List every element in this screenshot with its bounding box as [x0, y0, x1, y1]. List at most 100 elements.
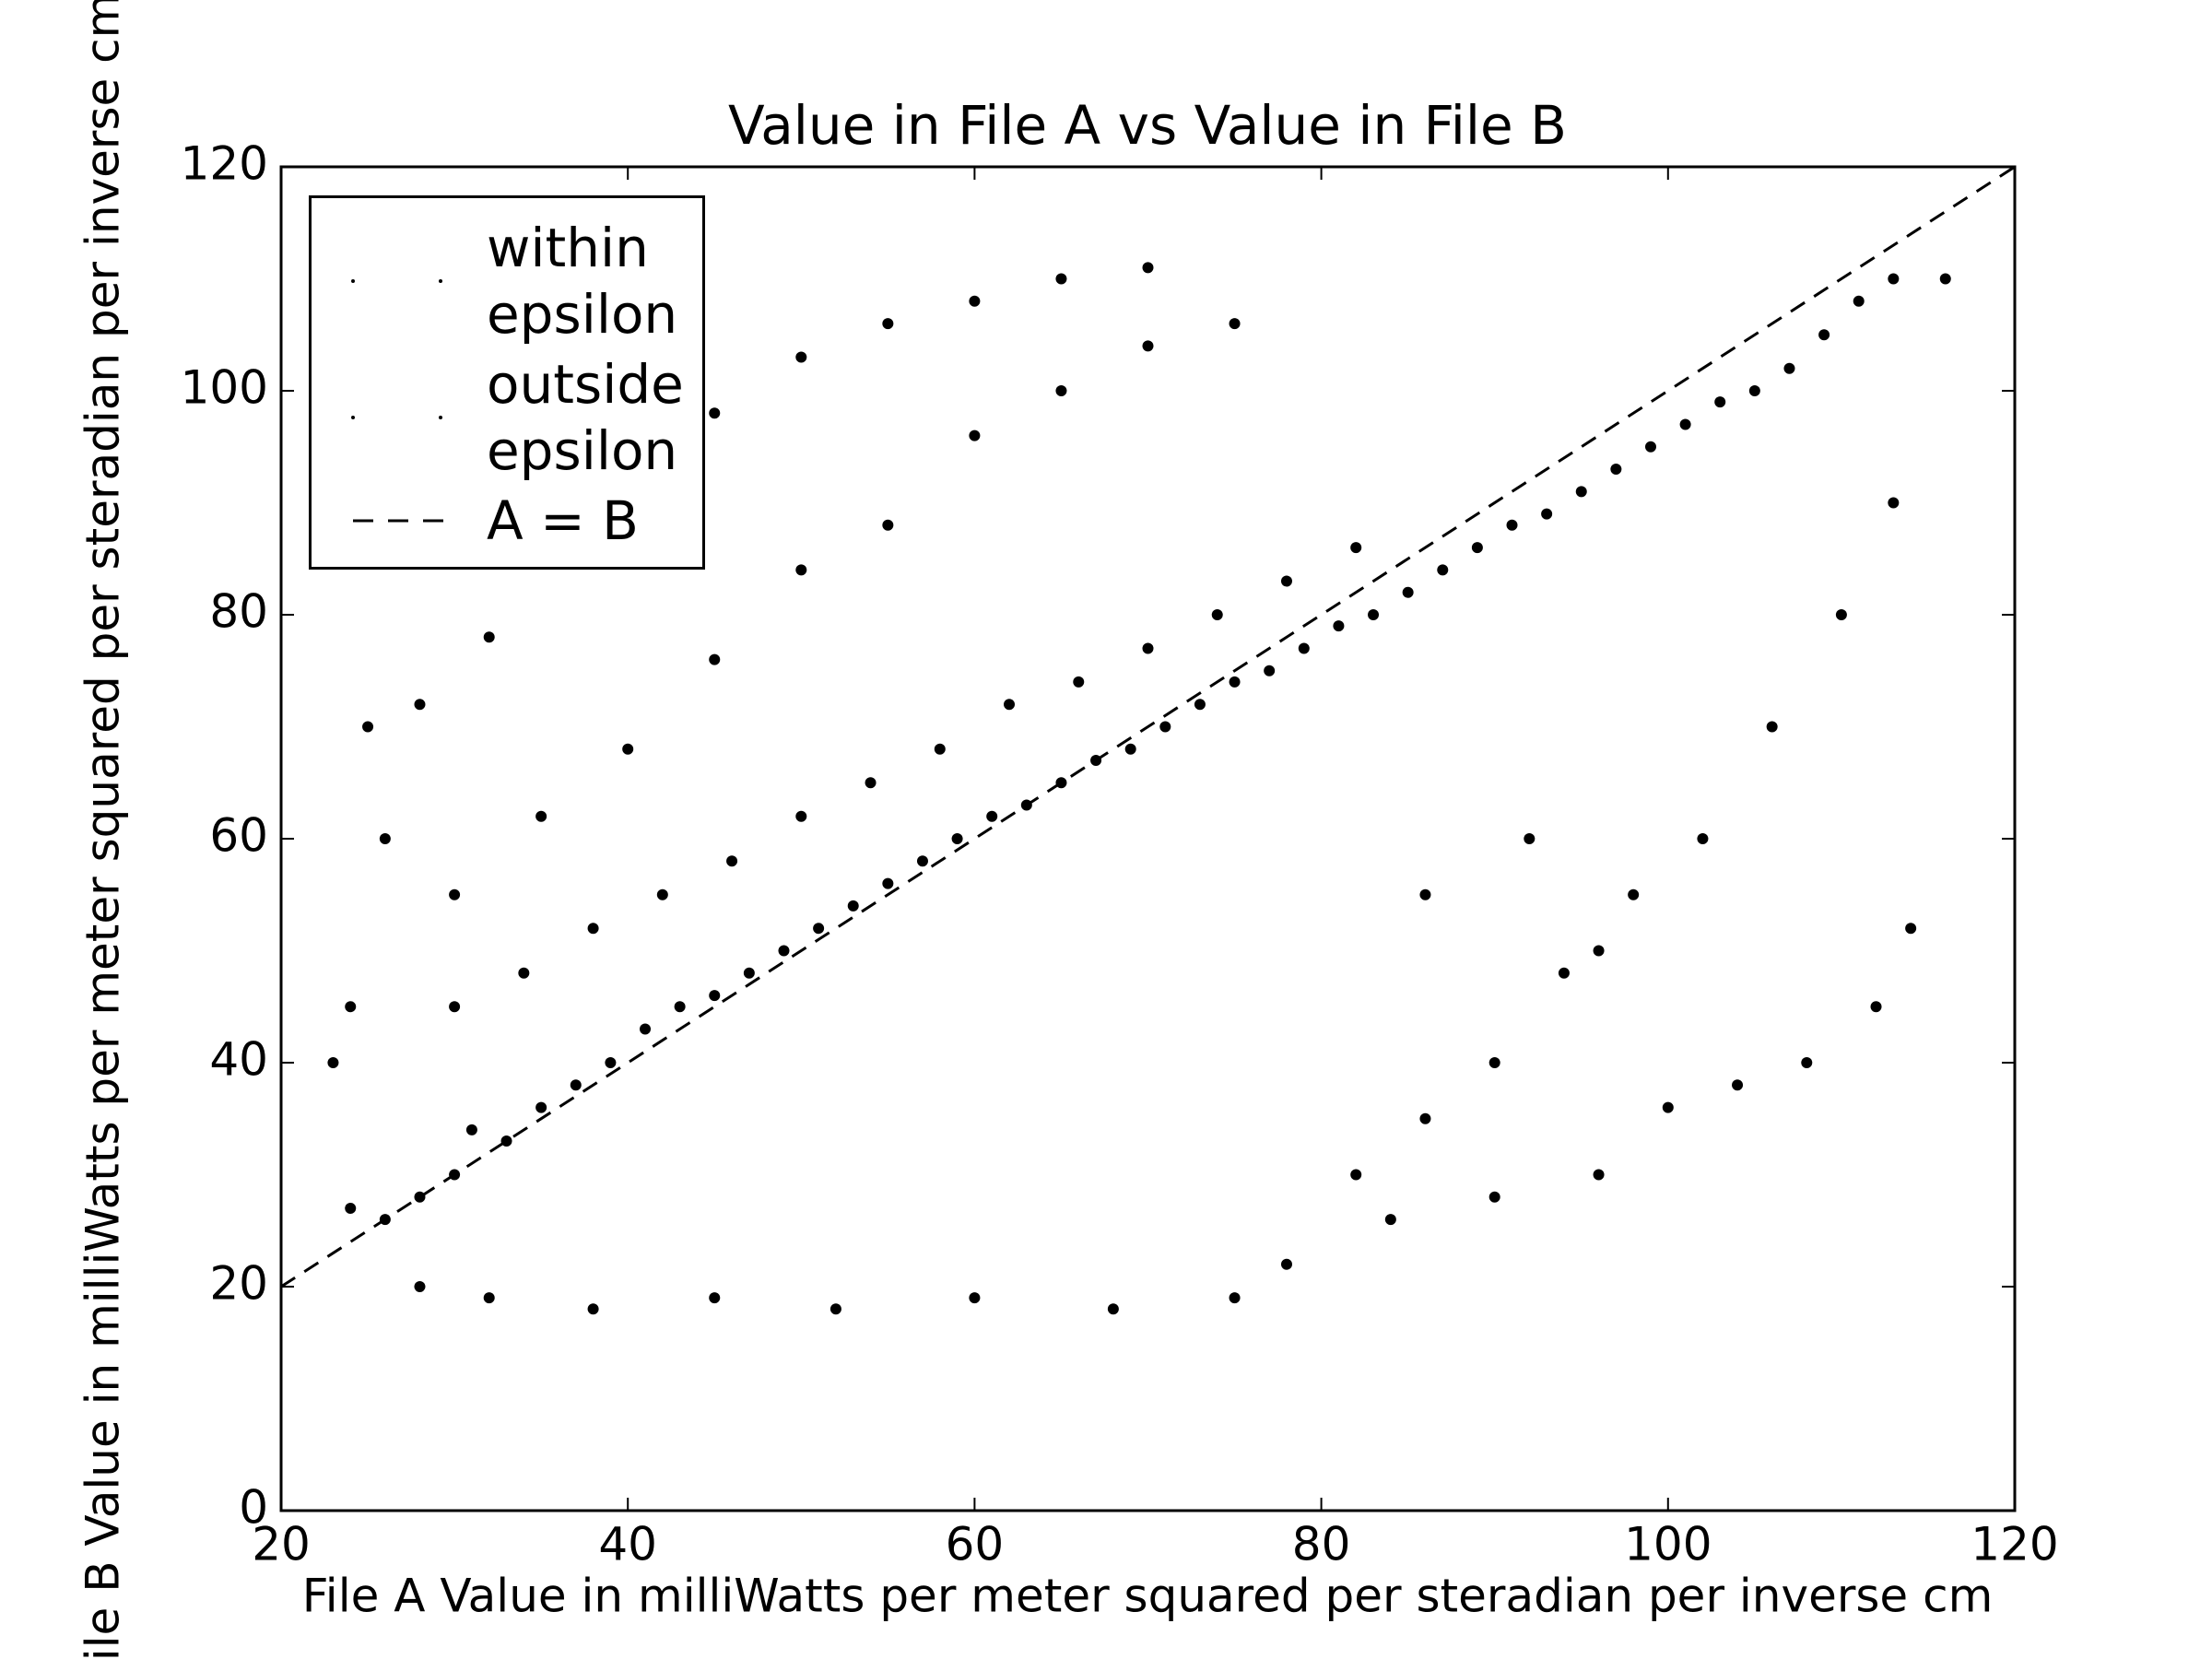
data-point — [483, 1292, 495, 1304]
data-point — [1142, 262, 1154, 274]
data-point — [1610, 464, 1622, 476]
data-point — [379, 833, 391, 844]
data-point — [986, 810, 998, 822]
legend-dot — [351, 279, 355, 283]
x-tick-label: 20 — [252, 1518, 311, 1571]
data-point — [1142, 340, 1154, 352]
data-point — [1229, 676, 1241, 688]
data-point — [1714, 396, 1726, 408]
data-point — [1870, 1001, 1882, 1013]
data-point — [1888, 497, 1900, 509]
legend-marker — [312, 502, 487, 539]
data-point — [1142, 642, 1154, 654]
legend-label: A = B — [487, 489, 639, 552]
data-point — [813, 923, 825, 935]
data-point — [795, 810, 807, 822]
data-point — [1488, 1191, 1500, 1203]
data-point — [1888, 273, 1900, 285]
data-point — [1437, 564, 1449, 576]
data-point — [535, 810, 547, 822]
data-point — [587, 1303, 599, 1315]
data-point — [1055, 385, 1067, 396]
data-point — [1159, 721, 1171, 733]
data-point — [414, 1281, 426, 1292]
data-point — [1524, 833, 1535, 844]
legend-entry: within epsilon — [312, 215, 702, 347]
data-point — [1732, 1079, 1744, 1091]
data-point — [1264, 665, 1276, 677]
legend-label: outside epsilon — [487, 353, 684, 482]
data-point — [1853, 295, 1865, 307]
reference-line — [280, 165, 2016, 1288]
data-point — [830, 1303, 841, 1315]
y-tick-label: 60 — [209, 809, 268, 863]
data-point — [1280, 1258, 1292, 1270]
data-point — [709, 990, 721, 1002]
data-point — [327, 1057, 339, 1068]
data-point — [1541, 508, 1553, 520]
data-point — [795, 564, 807, 576]
data-point — [1229, 1292, 1241, 1304]
data-point — [795, 351, 807, 363]
data-point — [518, 967, 530, 979]
data-point — [969, 295, 981, 307]
data-point — [1350, 542, 1362, 554]
legend-entry: outside epsilon — [312, 351, 702, 484]
data-point — [709, 407, 721, 419]
y-tick-label: 0 — [239, 1481, 268, 1535]
legend-entry: A = B — [312, 488, 702, 554]
data-point — [726, 855, 738, 867]
x-tick-label: 60 — [946, 1518, 1005, 1571]
x-tick-label: 40 — [598, 1518, 657, 1571]
data-point — [1488, 1057, 1500, 1068]
data-point — [345, 1202, 357, 1214]
data-point — [640, 1023, 652, 1035]
legend-symbol — [353, 519, 445, 523]
data-point — [656, 888, 668, 900]
data-point — [1055, 273, 1067, 285]
data-point — [1229, 318, 1241, 330]
legend-symbol — [351, 279, 442, 283]
y-tick-label: 20 — [209, 1257, 268, 1311]
legend-label: within epsilon — [487, 217, 678, 346]
data-point — [1593, 945, 1605, 957]
data-point — [1628, 888, 1640, 900]
data-point — [865, 777, 877, 789]
data-point — [1593, 1169, 1605, 1181]
data-point — [1107, 1303, 1119, 1315]
data-point — [882, 877, 894, 889]
legend-dot — [439, 416, 442, 419]
data-point — [934, 743, 946, 755]
data-point — [362, 721, 374, 733]
data-point — [1575, 486, 1587, 498]
data-point — [449, 1001, 461, 1013]
data-point — [709, 1292, 721, 1304]
data-point — [465, 1124, 477, 1135]
data-point — [1004, 699, 1016, 711]
data-point — [449, 888, 461, 900]
data-point — [483, 631, 495, 643]
data-point — [1662, 1101, 1674, 1113]
x-tick-label: 80 — [1292, 1518, 1351, 1571]
data-point — [1419, 1112, 1431, 1124]
data-point — [1748, 385, 1760, 396]
data-point — [1211, 609, 1223, 620]
data-point — [345, 1001, 357, 1013]
data-point — [1835, 609, 1847, 620]
data-point — [535, 1101, 547, 1113]
data-point — [743, 967, 755, 979]
data-point — [778, 945, 790, 957]
data-point — [1471, 542, 1483, 554]
data-point — [1384, 1214, 1396, 1226]
y-tick-label: 40 — [209, 1033, 268, 1087]
data-point — [1801, 1057, 1813, 1068]
data-point — [1679, 418, 1691, 430]
data-point — [1558, 967, 1570, 979]
data-point — [1783, 362, 1795, 374]
legend-marker — [312, 263, 487, 300]
data-point — [709, 653, 721, 665]
data-point — [1644, 441, 1656, 453]
data-point — [622, 743, 634, 755]
